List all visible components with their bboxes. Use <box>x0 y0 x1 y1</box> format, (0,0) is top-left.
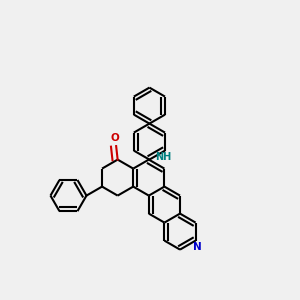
Text: NH: NH <box>155 152 171 162</box>
Text: O: O <box>110 133 119 143</box>
Text: N: N <box>193 242 202 252</box>
